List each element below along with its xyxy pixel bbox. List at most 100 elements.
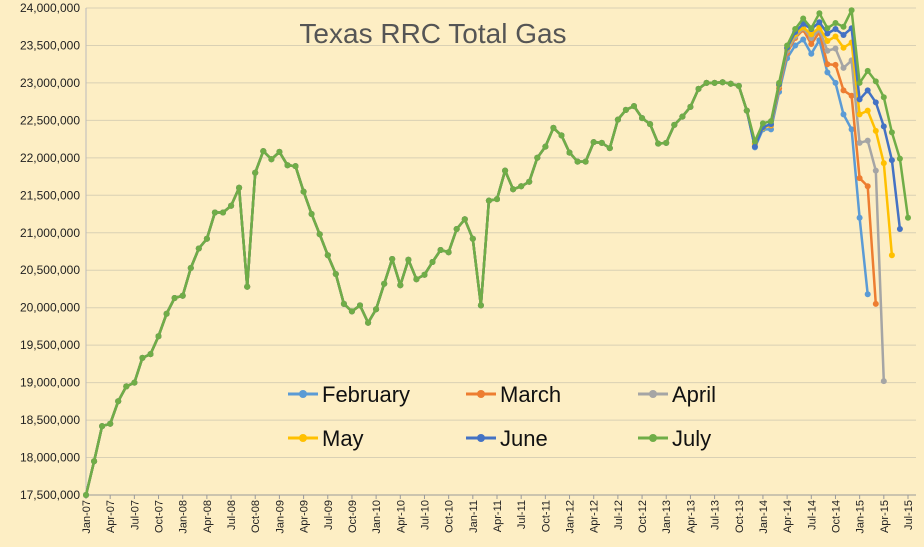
data-point <box>832 61 839 68</box>
data-point <box>848 92 855 99</box>
x-tick-label: Apr-10 <box>395 500 407 533</box>
x-tick-label: Oct-10 <box>444 500 456 533</box>
data-point <box>477 302 484 309</box>
data-point <box>687 103 694 110</box>
data-point <box>340 300 347 307</box>
x-tick-label: Apr-11 <box>492 500 504 532</box>
data-point <box>671 121 678 128</box>
data-point <box>485 197 492 204</box>
data-point <box>840 44 847 51</box>
x-tick-label: Oct-12 <box>637 500 649 533</box>
data-point <box>824 47 831 54</box>
data-point <box>211 209 218 216</box>
data-point <box>83 492 89 498</box>
data-point <box>832 45 839 52</box>
data-point <box>840 64 847 71</box>
data-point <box>405 256 412 263</box>
data-point <box>872 78 879 85</box>
x-tick-label: Apr-13 <box>685 500 697 533</box>
data-point <box>518 183 525 190</box>
x-tick-label: Jul-14 <box>806 500 818 530</box>
data-point <box>300 188 307 195</box>
data-point <box>816 19 823 26</box>
data-point <box>469 235 476 242</box>
data-point <box>848 7 855 14</box>
data-point <box>880 94 887 101</box>
data-point <box>139 354 146 361</box>
data-point <box>896 155 903 162</box>
x-tick-label: Jan-10 <box>371 500 383 534</box>
data-point <box>888 252 895 259</box>
legend-swatch-marker <box>477 434 485 442</box>
data-point <box>429 259 436 265</box>
data-point <box>808 25 815 32</box>
data-point <box>816 10 823 17</box>
data-point <box>872 99 879 106</box>
data-point <box>832 20 839 26</box>
data-point <box>332 271 339 277</box>
data-point <box>888 157 895 164</box>
legend: February March April May June July <box>288 382 716 451</box>
y-tick-label: 19,000,000 <box>20 376 80 390</box>
data-point <box>614 116 621 123</box>
data-point <box>872 127 879 134</box>
legend-item-february: February <box>288 382 410 407</box>
x-tick-label: Jan-12 <box>565 500 577 534</box>
legend-label: February <box>322 382 410 407</box>
data-point <box>558 132 565 139</box>
data-point <box>203 235 210 242</box>
data-point <box>864 291 871 298</box>
data-point <box>856 175 863 182</box>
data-point <box>727 80 734 87</box>
data-point <box>663 139 670 146</box>
data-point <box>171 295 178 301</box>
data-point <box>872 167 879 174</box>
data-point <box>808 41 815 47</box>
x-tick-label: Jul-13 <box>710 500 722 530</box>
data-point <box>228 202 235 209</box>
x-tick-label: Jan-08 <box>178 500 190 534</box>
y-tick-label: 22,500,000 <box>20 113 80 127</box>
data-point <box>880 123 887 130</box>
x-tick-label: Jul-08 <box>226 500 238 530</box>
data-point <box>856 79 863 86</box>
x-tick-label: Oct-13 <box>734 500 746 533</box>
data-point <box>494 196 500 203</box>
data-point <box>856 214 863 221</box>
data-point <box>268 156 275 163</box>
data-point <box>695 85 702 92</box>
data-point <box>252 169 259 176</box>
x-tick-label: Jan-09 <box>274 500 286 534</box>
data-point <box>542 143 549 150</box>
data-point <box>703 79 710 86</box>
y-tick-label: 18,500,000 <box>20 413 80 427</box>
data-point <box>147 351 154 358</box>
x-tick-label: Oct-07 <box>154 500 166 533</box>
data-point <box>840 111 847 118</box>
x-tick-label: Oct-14 <box>830 500 842 533</box>
data-point <box>574 158 581 165</box>
data-point <box>840 32 847 38</box>
x-tick-label: Apr-07 <box>105 500 117 533</box>
x-tick-label: Apr-09 <box>299 500 311 533</box>
data-point <box>107 420 114 427</box>
x-tick-label: Jan-13 <box>661 500 673 534</box>
y-tick-label: 21,000,000 <box>20 226 80 240</box>
data-point <box>566 149 573 156</box>
data-point <box>582 158 589 165</box>
data-point <box>888 129 895 136</box>
data-point <box>590 139 597 146</box>
data-point <box>308 211 315 217</box>
legend-swatch-marker <box>299 434 307 442</box>
legend-swatch-marker <box>477 390 485 398</box>
data-point <box>824 61 831 68</box>
data-point <box>864 137 871 144</box>
data-point <box>800 15 807 22</box>
legend-swatch-marker <box>649 390 657 398</box>
data-point <box>324 252 331 259</box>
data-point <box>824 69 831 76</box>
legend-item-may: May <box>288 426 364 451</box>
data-point <box>365 319 372 326</box>
data-point <box>155 333 162 340</box>
